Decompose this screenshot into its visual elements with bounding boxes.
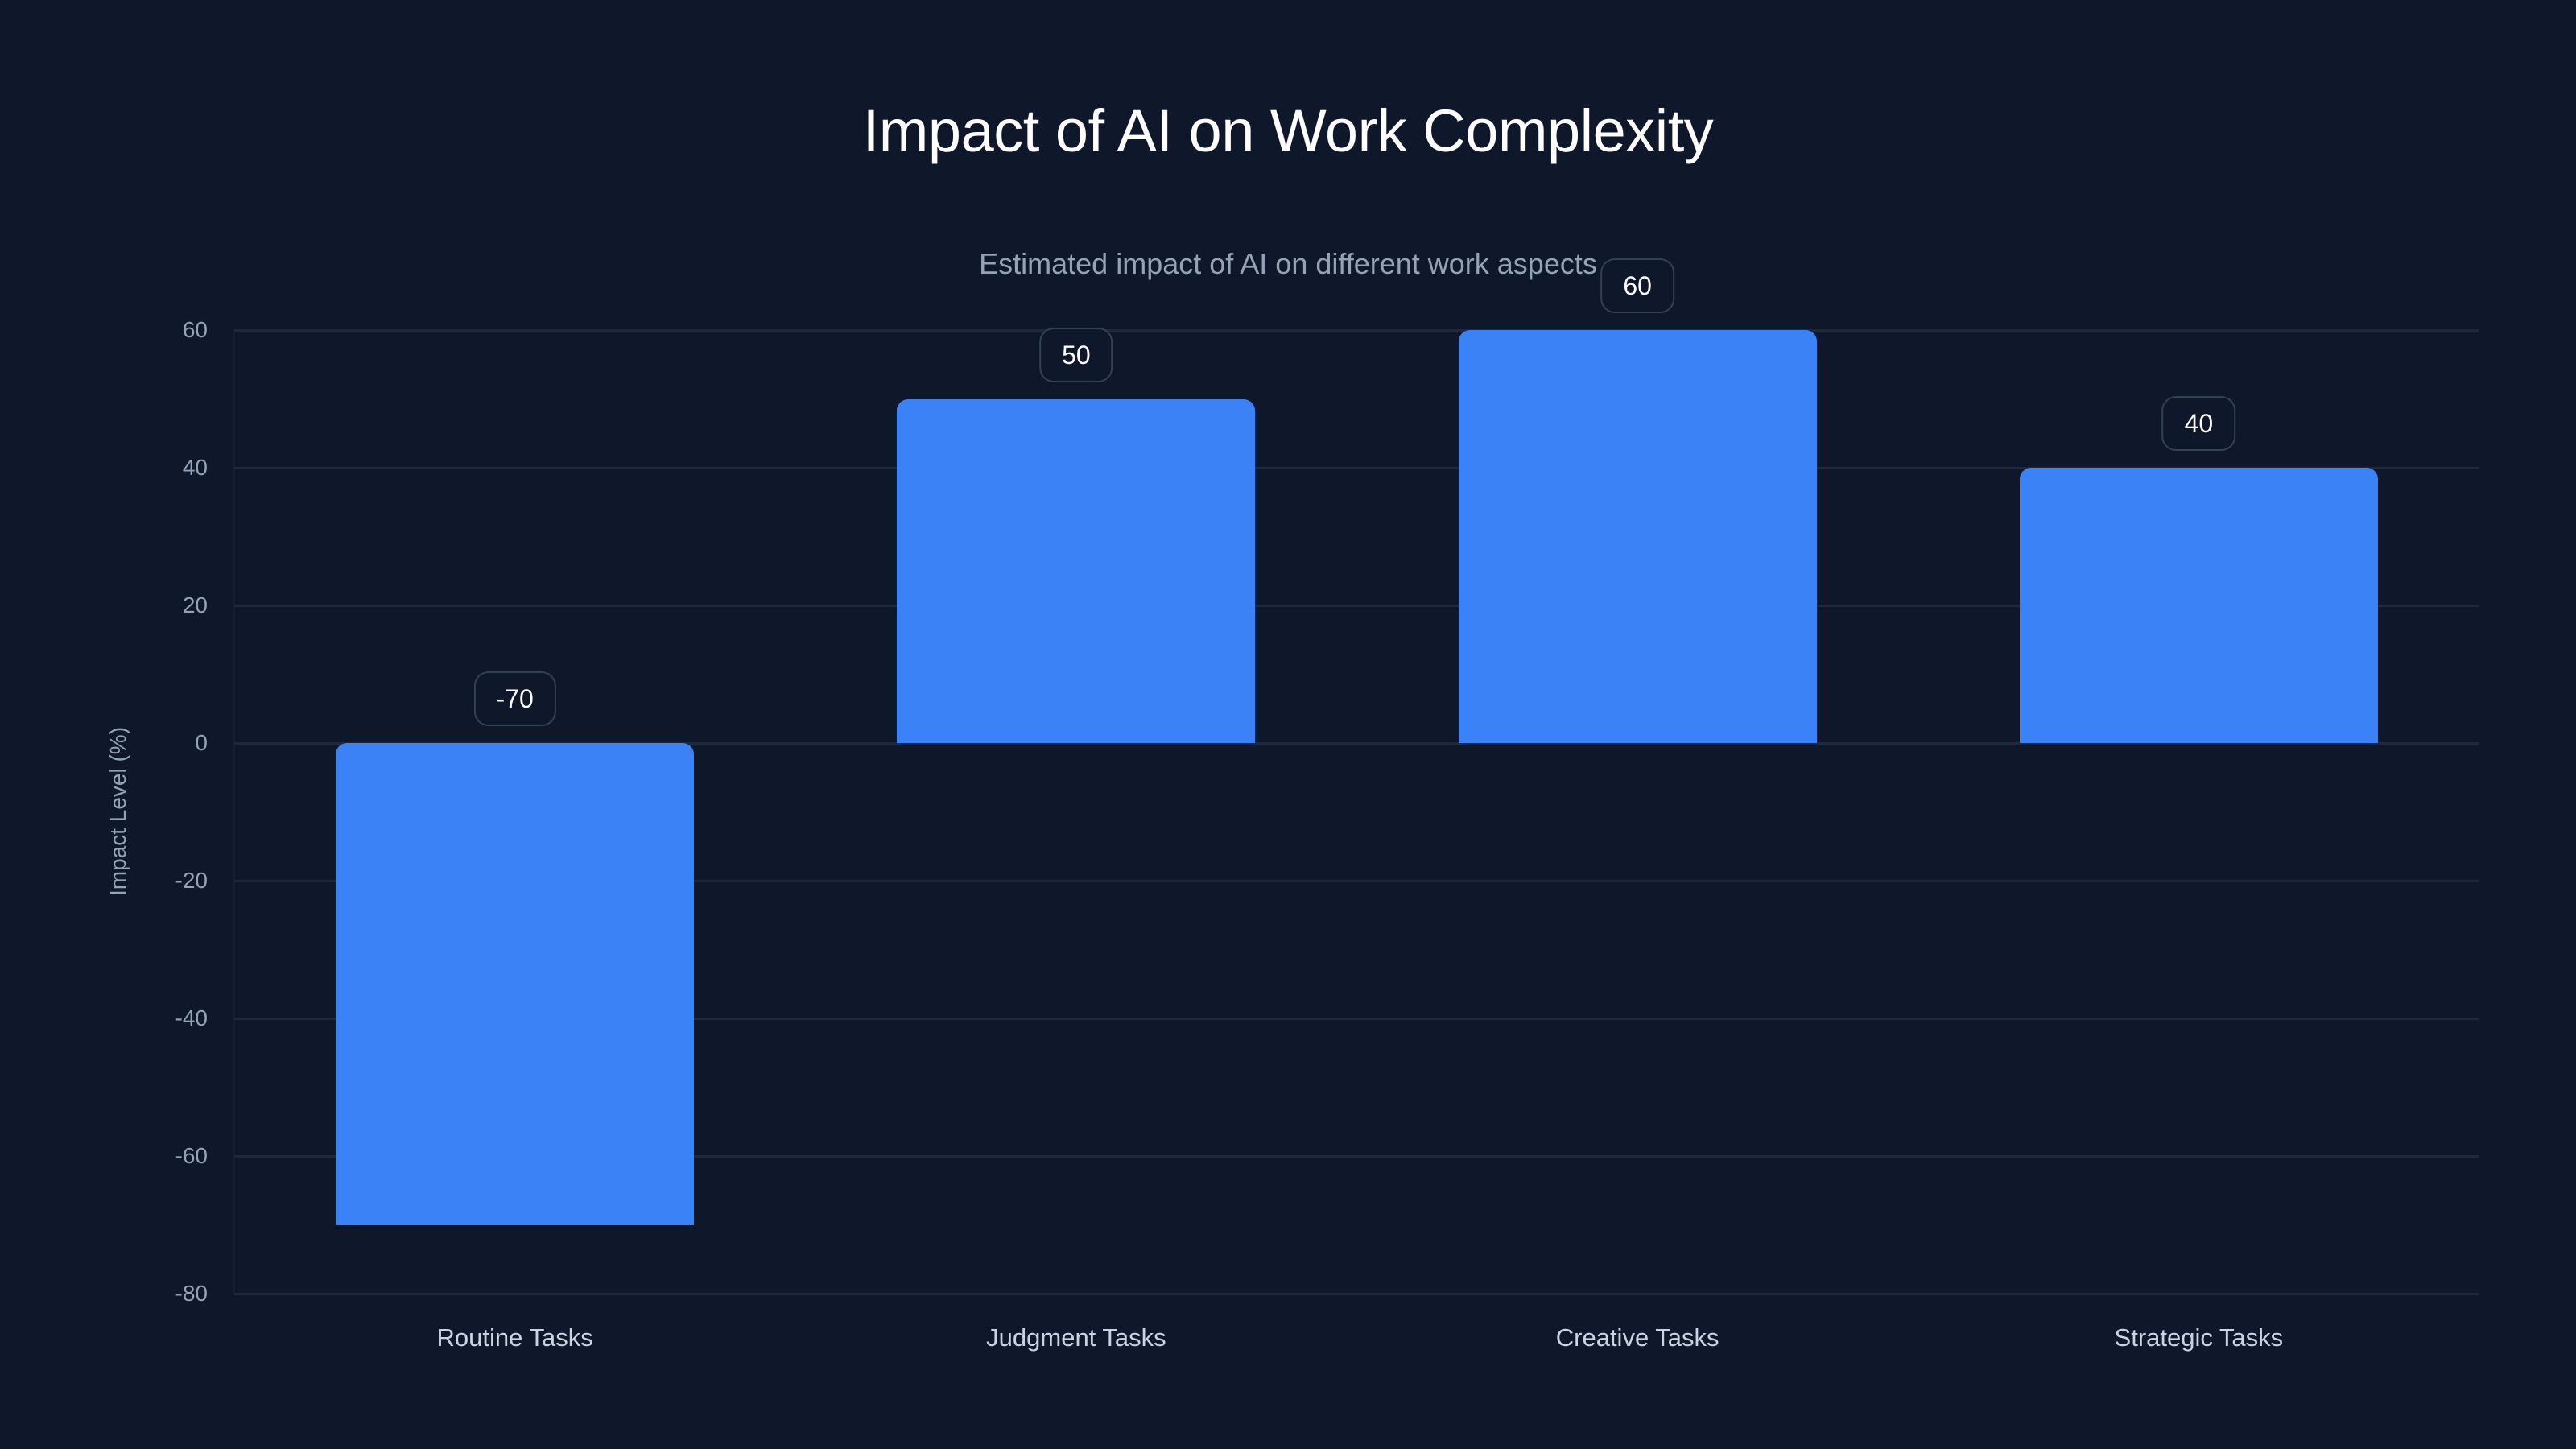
y-tick-label: 40 bbox=[182, 455, 208, 480]
gridline-neg40 bbox=[234, 1018, 2479, 1020]
x-tick-label: Routine Tasks bbox=[436, 1323, 593, 1352]
bar-strategic-tasks[interactable] bbox=[2019, 468, 2378, 743]
y-tick-label: -20 bbox=[175, 868, 208, 893]
x-tick-label: Strategic Tasks bbox=[2114, 1323, 2284, 1352]
value-label: 50 bbox=[1039, 327, 1113, 382]
value-label: -70 bbox=[473, 671, 556, 726]
bar-judgment-tasks[interactable] bbox=[897, 398, 1256, 743]
y-tick-label: -60 bbox=[175, 1143, 208, 1168]
bar-creative-tasks[interactable] bbox=[1458, 330, 1817, 743]
gridline-0 bbox=[234, 742, 2479, 745]
gridline-20 bbox=[234, 605, 2479, 607]
y-tick-label: -40 bbox=[175, 1005, 208, 1030]
gridline-neg60 bbox=[234, 1155, 2479, 1158]
chart-title: Impact of AI on Work Complexity bbox=[862, 97, 1714, 164]
x-tick-label: Judgment Tasks bbox=[986, 1323, 1166, 1352]
gridline-neg20 bbox=[234, 880, 2479, 882]
gridline-60 bbox=[234, 329, 2479, 332]
y-tick-label: 20 bbox=[182, 592, 208, 617]
y-tick-label: 0 bbox=[195, 730, 208, 755]
bar-routine-tasks[interactable] bbox=[336, 743, 695, 1225]
x-tick-label: Creative Tasks bbox=[1555, 1323, 1719, 1352]
gridline-40 bbox=[234, 467, 2479, 469]
value-label: 60 bbox=[1600, 258, 1674, 313]
y-tick-label: -80 bbox=[175, 1281, 208, 1306]
gridline-neg80 bbox=[234, 1293, 2479, 1295]
value-label: 40 bbox=[2161, 396, 2236, 451]
y-tick-label: 60 bbox=[182, 317, 208, 342]
chart-subtitle: Estimated impact of AI on different work… bbox=[979, 247, 1597, 280]
y-axis-line bbox=[233, 330, 235, 1294]
